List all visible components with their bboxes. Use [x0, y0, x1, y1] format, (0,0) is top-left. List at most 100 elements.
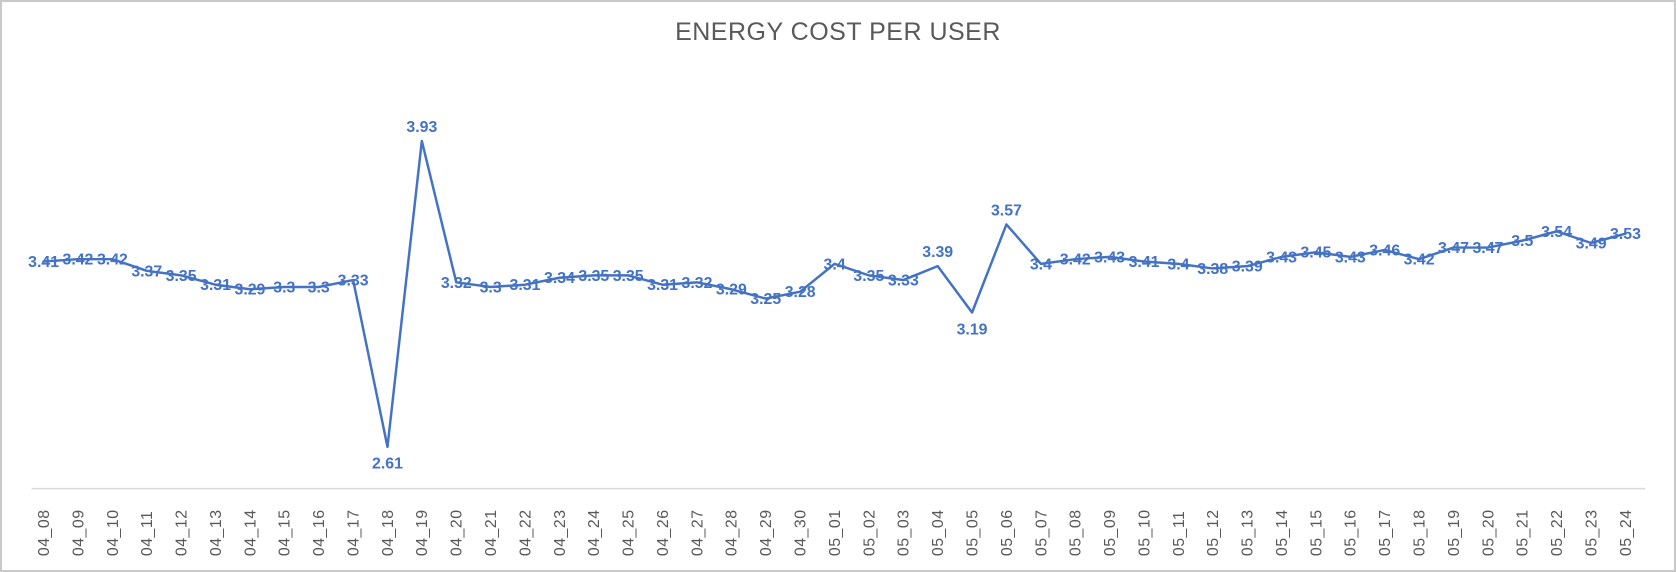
data-label: 3.39: [922, 244, 953, 261]
x-tick-label: 04_19: [414, 509, 431, 556]
x-tick-label: 05_03: [896, 509, 913, 556]
data-label: 3.29: [716, 282, 747, 299]
x-tick-label: 05_16: [1343, 509, 1360, 556]
series-polyline: [42, 139, 1627, 449]
data-label: 2.61: [372, 456, 403, 473]
x-tick-label: 05_13: [1240, 509, 1257, 556]
x-tick-label: 05_04: [930, 509, 947, 556]
x-tick-label: 05_15: [1308, 509, 1325, 556]
data-label: 3.32: [682, 275, 713, 292]
data-label: 3.93: [406, 119, 437, 136]
x-tick-label: 05_21: [1515, 509, 1532, 556]
data-label: 3.47: [1472, 240, 1503, 257]
x-tick-label: 04_17: [346, 509, 363, 556]
x-tick-label: 04_25: [621, 509, 638, 556]
data-labels-group: 3.41 3.42 3.423.37 3.353.31 3.29 3.3 3.3 3.332.…: [28, 119, 1641, 473]
data-label: 3.32: [441, 275, 472, 292]
x-tick-label: 05_12: [1205, 509, 1222, 556]
data-label: 3.3: [480, 279, 502, 296]
x-tick-label: 04_13: [208, 509, 225, 556]
data-label: 3.42: [1404, 252, 1435, 269]
x-tick-label: 04_27: [689, 509, 706, 556]
x-tick-label: 05_20: [1480, 509, 1497, 556]
x-tick-label: 04_14: [242, 509, 259, 556]
x-tick-label: 04_21: [483, 509, 500, 556]
x-tick-label: 05_17: [1377, 509, 1394, 556]
data-label: 3.39: [1232, 259, 1263, 276]
x-tick-label: 05_09: [1102, 509, 1119, 556]
data-label: 3.42: [1060, 252, 1091, 269]
data-label: 3.35: [166, 268, 197, 285]
x-axis-tick-labels: 04_08 04_09 04_10 04_11 04_12 04_13 04_14 04_15…: [36, 509, 1635, 556]
x-tick-label: 05_11: [1171, 511, 1188, 556]
data-label: 3.37: [131, 263, 162, 280]
x-tick-label: 05_23: [1583, 509, 1600, 556]
x-tick-label: 04_15: [277, 509, 294, 556]
data-label: 3.5: [1511, 233, 1533, 250]
data-label: 3.31: [510, 277, 541, 294]
x-tick-label: 05_19: [1446, 509, 1463, 556]
data-label: 3.35: [613, 268, 644, 285]
data-label: 3.43: [1335, 249, 1366, 266]
data-label: 3.33: [338, 273, 369, 290]
x-tick-label: 05_05: [964, 509, 981, 556]
x-tick-label: 05_01: [827, 509, 844, 556]
x-tick-label: 04_09: [70, 509, 87, 556]
data-label: 3.41: [1129, 254, 1160, 271]
x-tick-label: 04_23: [552, 509, 569, 556]
x-tick-label: 04_22: [517, 509, 534, 556]
x-tick-label: 05_18: [1412, 509, 1429, 556]
data-label: 3.19: [957, 321, 988, 338]
data-label: 3.42: [97, 252, 128, 269]
x-tick-label: 04_11: [139, 511, 156, 556]
x-tick-label: 04_26: [655, 509, 672, 556]
data-label: 3.25: [750, 291, 781, 308]
data-label: 3.42: [62, 252, 93, 269]
data-label: 3.33: [888, 273, 919, 290]
x-tick-label: 04_18: [380, 509, 397, 556]
data-series-line: [42, 139, 1627, 449]
x-tick-label: 05_08: [1068, 509, 1085, 556]
data-label: 3.31: [647, 277, 678, 294]
x-tick-label: 05_07: [1033, 509, 1050, 556]
data-label: 3.35: [578, 268, 609, 285]
x-tick-label: 04_12: [174, 509, 191, 556]
x-tick-label: 04_10: [105, 509, 122, 556]
data-label: 3.28: [785, 284, 816, 301]
data-label: 3.29: [234, 282, 265, 299]
data-label: 3.43: [1266, 249, 1297, 266]
data-label: 3.4: [823, 256, 845, 273]
x-tick-label: 05_24: [1618, 509, 1635, 556]
x-tick-label: 05_14: [1274, 509, 1291, 556]
data-label: 3.54: [1541, 224, 1572, 241]
data-label: 3.35: [853, 268, 884, 285]
data-label: 3.4: [1030, 256, 1052, 273]
x-tick-label: 05_02: [861, 509, 878, 556]
x-tick-label: 04_20: [449, 509, 466, 556]
data-label: 3.53: [1610, 226, 1641, 243]
data-label: 3.31: [200, 277, 231, 294]
data-label: 3.43: [1094, 249, 1125, 266]
data-label: 3.46: [1369, 242, 1400, 259]
x-tick-label: 04_28: [724, 509, 741, 556]
data-label: 3.47: [1438, 240, 1469, 257]
x-tick-label: 04_08: [36, 509, 53, 556]
x-tick-label: 04_30: [793, 509, 810, 556]
data-label: 3.45: [1300, 245, 1331, 262]
data-label: 3.57: [991, 202, 1022, 219]
data-label: 3.38: [1197, 261, 1228, 278]
data-label: 3.4: [1167, 256, 1189, 273]
x-tick-label: 04_24: [586, 509, 603, 556]
data-label: 3.3: [273, 279, 295, 296]
data-label: 3.41: [28, 254, 59, 271]
x-tick-label: 04_16: [311, 509, 328, 556]
x-tick-label: 05_06: [999, 509, 1016, 556]
x-tick-label: 05_22: [1549, 509, 1566, 556]
data-label: 3.3: [308, 279, 330, 296]
data-label: 3.49: [1576, 235, 1607, 252]
x-tick-label: 05_10: [1136, 509, 1153, 556]
data-label: 3.34: [544, 270, 575, 287]
x-tick-label: 04_29: [758, 509, 775, 556]
